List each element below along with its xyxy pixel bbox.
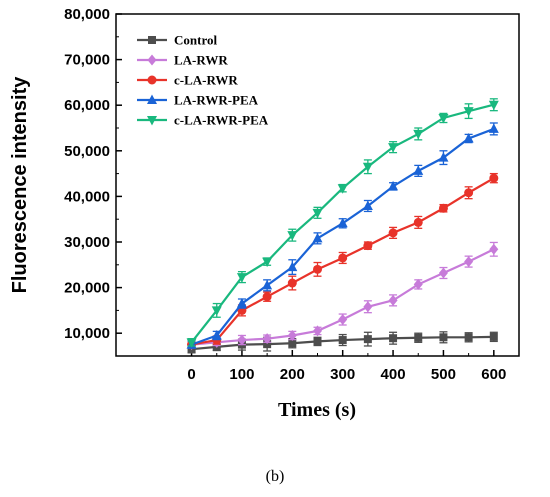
- series-line: [191, 127, 495, 346]
- legend-label: LA-RWR: [174, 53, 228, 68]
- legend-item: c-LA-RWR-PEA: [137, 113, 269, 128]
- x-axis: 0 100 200 300 400 500 600: [187, 350, 506, 383]
- y-tick-label: 30,000: [64, 234, 110, 251]
- data-point: [337, 217, 348, 228]
- data-point: [312, 208, 323, 219]
- data-point: [287, 231, 298, 241]
- y-axis: 10,000 20,000 30,000 40,000 50,000 60,000 70,0…: [64, 6, 122, 342]
- data-point: [313, 264, 322, 274]
- data-point: [464, 333, 473, 342]
- data-point: [362, 200, 373, 210]
- data-point: [147, 54, 157, 66]
- data-point: [438, 203, 448, 213]
- data-point: [147, 94, 157, 104]
- data-point: [236, 273, 247, 283]
- x-tick-label: 600: [481, 366, 506, 383]
- data-point: [464, 188, 474, 198]
- data-point: [313, 337, 322, 346]
- x-tick-label: 200: [280, 366, 305, 383]
- chart: 10,000 20,000 30,000 40,000 50,000 60,000 70,0…: [9, 6, 520, 421]
- data-point: [313, 325, 322, 337]
- series-c-la-rwr-pea: [186, 98, 499, 348]
- data-point: [489, 243, 499, 255]
- legend-item: LA-RWR: [137, 53, 228, 68]
- data-point: [186, 338, 197, 348]
- data-point: [388, 228, 398, 238]
- x-tick-label: 100: [229, 366, 254, 383]
- x-tick-label: 0: [187, 366, 195, 383]
- data-point: [338, 253, 348, 263]
- data-point: [363, 335, 372, 344]
- data-point: [287, 261, 298, 272]
- data-point: [439, 333, 448, 342]
- y-tick-label: 50,000: [64, 143, 110, 160]
- data-point: [338, 314, 348, 326]
- y-tick-label: 70,000: [64, 52, 110, 69]
- legend-label: c-LA-RWR-PEA: [174, 113, 269, 128]
- series-control: [187, 331, 498, 354]
- data-point: [388, 294, 398, 306]
- legend: Control LA-RWR c-LA-RWR LA-RWR-PEA c-LA-RWR-…: [137, 33, 269, 128]
- data-point: [488, 123, 499, 133]
- data-point: [287, 278, 297, 288]
- data-point: [363, 301, 373, 313]
- data-point: [489, 173, 499, 183]
- data-point: [262, 257, 273, 268]
- data-point: [464, 256, 474, 268]
- legend-item: LA-RWR-PEA: [137, 93, 259, 108]
- data-point: [288, 339, 297, 348]
- data-point: [338, 336, 347, 345]
- data-point: [488, 100, 499, 111]
- y-tick-label: 20,000: [64, 280, 110, 297]
- legend-label: Control: [174, 33, 217, 48]
- data-point: [262, 279, 273, 290]
- data-point: [337, 184, 348, 194]
- data-point: [463, 107, 474, 117]
- data-point: [388, 180, 399, 191]
- legend-label: LA-RWR-PEA: [174, 93, 259, 108]
- data-point: [211, 306, 222, 316]
- data-point: [413, 217, 423, 227]
- data-point: [262, 333, 272, 345]
- y-tick-label: 80,000: [64, 6, 110, 23]
- data-point: [287, 329, 297, 341]
- y-tick-label: 40,000: [64, 188, 110, 205]
- series-layer: [186, 98, 499, 354]
- data-point: [413, 165, 424, 175]
- data-point: [236, 298, 247, 308]
- data-point: [489, 332, 498, 341]
- data-point: [389, 334, 398, 343]
- data-point: [463, 132, 474, 143]
- y-tick-label: 10,000: [64, 325, 110, 342]
- data-point: [388, 143, 399, 153]
- data-point: [362, 162, 373, 173]
- y-axis-title: Fluorescence intensity: [9, 76, 31, 294]
- x-tick-label: 500: [431, 366, 456, 383]
- legend-item: Control: [137, 33, 217, 48]
- data-point: [148, 36, 156, 44]
- data-point: [211, 329, 222, 340]
- data-point: [147, 75, 157, 85]
- data-point: [438, 152, 449, 162]
- data-point: [413, 278, 423, 290]
- data-point: [413, 129, 424, 140]
- x-axis-title: Times (s): [278, 399, 356, 421]
- figure-caption: (b): [265, 468, 285, 485]
- data-point: [237, 334, 247, 346]
- data-point: [438, 113, 449, 124]
- data-point: [363, 241, 373, 251]
- x-tick-label: 400: [381, 366, 406, 383]
- legend-label: c-LA-RWR: [174, 73, 238, 88]
- data-point: [312, 232, 323, 243]
- legend-item: c-LA-RWR: [137, 73, 238, 88]
- data-point: [147, 116, 157, 126]
- y-tick-label: 60,000: [64, 97, 110, 114]
- x-tick-label: 300: [330, 366, 355, 383]
- data-point: [438, 267, 448, 279]
- data-point: [262, 292, 272, 302]
- data-point: [414, 333, 423, 342]
